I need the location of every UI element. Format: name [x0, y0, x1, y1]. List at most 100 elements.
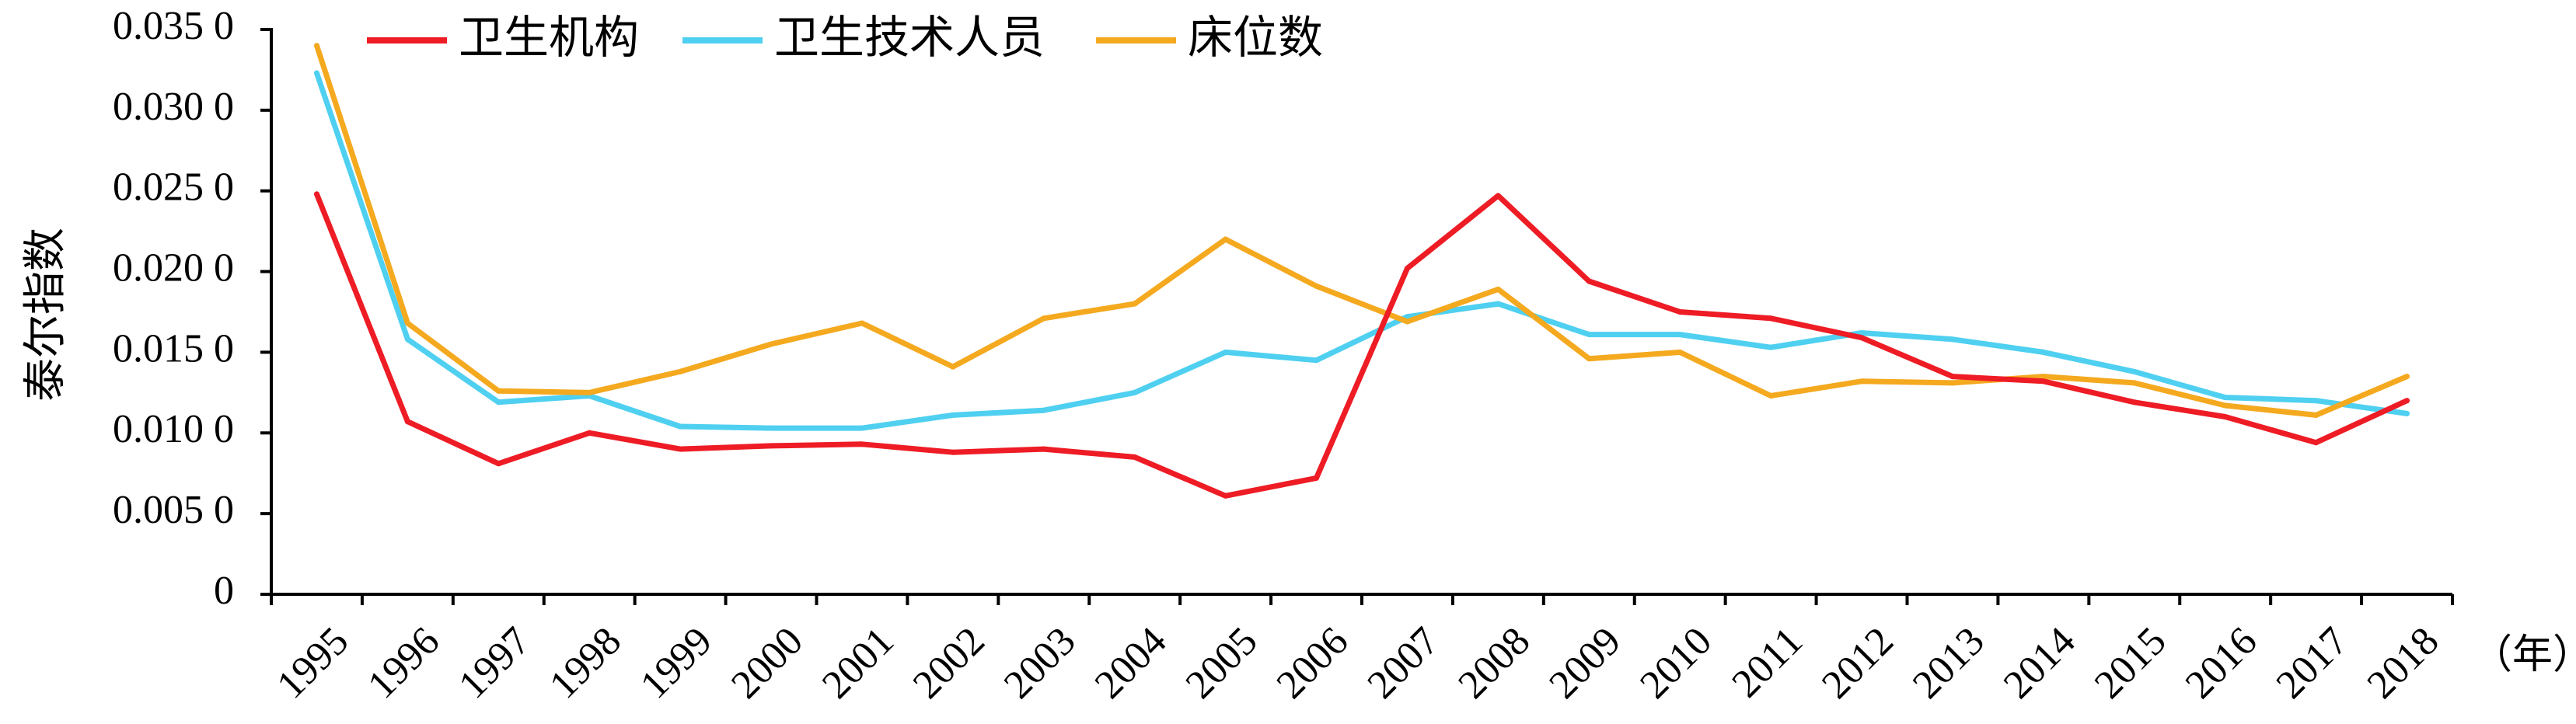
data-point: [1949, 380, 1956, 386]
data-point: [1677, 349, 1683, 355]
x-tick-label: 2001: [814, 619, 902, 708]
data-point: [1404, 265, 1410, 271]
data-point: [586, 430, 592, 436]
series-line: [314, 70, 2410, 431]
x-tick-label: 1998: [541, 619, 630, 708]
data-point: [313, 70, 319, 76]
x-tick-label: 2017: [2268, 619, 2357, 708]
data-point: [2222, 395, 2229, 401]
y-axis-ticks: 0 0.005 0 0.010 0 0.015 0 0.020 0 0.025 0 0.03…: [113, 4, 271, 613]
x-tick-label: 2006: [1269, 619, 1357, 708]
x-axis-ticks: 1995 1996 1997 1998 1999 2000 2001 2002 2003 2004…: [269, 594, 2454, 708]
data-point: [1677, 332, 1683, 338]
x-tick-label: 2000: [723, 619, 812, 708]
data-point: [313, 43, 319, 49]
data-point: [1949, 336, 1956, 343]
y-tick-label: 0.020 0: [113, 246, 234, 291]
y-tick-label: 0.010 0: [113, 407, 234, 451]
x-tick-label: 2008: [1450, 619, 1538, 708]
legend: 卫生机构 卫生技术人员 床位数: [367, 11, 1323, 64]
data-point: [2131, 368, 2138, 374]
series-2: [313, 70, 2410, 431]
y-tick-label: 0.015 0: [113, 326, 234, 371]
data-point: [1495, 286, 1501, 292]
x-tick-label: 2002: [905, 619, 993, 708]
legend-entry: 卫生机构: [367, 11, 639, 64]
legend-entry: 床位数: [1096, 11, 1323, 64]
data-point: [404, 320, 410, 326]
series-line: [314, 43, 2410, 418]
data-point: [1677, 309, 1683, 315]
data-point: [1132, 301, 1138, 307]
legend-entry: 卫生技术人员: [682, 11, 1045, 64]
data-point: [2404, 398, 2410, 404]
data-point: [1314, 283, 1320, 289]
x-tick-label: 2004: [1087, 619, 1175, 708]
data-point: [1041, 446, 1047, 452]
data-point: [1859, 378, 1865, 385]
data-point: [2040, 378, 2047, 385]
data-point: [677, 423, 683, 430]
data-point: [1495, 193, 1501, 199]
data-point: [1132, 389, 1138, 395]
data-point: [1223, 236, 1229, 242]
legend-label: 卫生技术人员: [774, 11, 1045, 64]
data-point: [1041, 407, 1047, 413]
data-point: [1949, 374, 1956, 380]
data-point: [859, 320, 865, 326]
series-1: [313, 191, 2410, 499]
data-point: [1586, 356, 1592, 362]
data-point: [1132, 454, 1138, 460]
data-point: [1404, 314, 1410, 320]
data-point: [2040, 374, 2047, 380]
y-tick-label: 0.030 0: [113, 85, 234, 129]
data-point: [495, 388, 501, 394]
data-point: [2404, 410, 2410, 416]
data-point: [2131, 380, 2138, 386]
data-point: [1041, 315, 1047, 322]
data-point: [1223, 349, 1229, 355]
x-tick-label: 2009: [1541, 619, 1629, 708]
data-point: [768, 443, 774, 449]
series-line: [314, 191, 2410, 499]
x-tick-label: 2016: [2177, 619, 2266, 708]
y-tick-label: 0: [214, 569, 234, 613]
x-tick-label: 2007: [1360, 619, 1448, 708]
data-point: [404, 419, 410, 425]
data-point: [859, 441, 865, 447]
data-point: [2313, 398, 2319, 404]
data-point: [495, 461, 501, 467]
data-point: [2222, 414, 2229, 420]
data-point: [768, 425, 774, 431]
x-tick-label: 2018: [2359, 619, 2448, 708]
legend-label: 床位数: [1188, 11, 1323, 64]
data-point: [1768, 393, 1774, 399]
data-point: [2040, 349, 2047, 355]
data-point: [1404, 318, 1410, 325]
data-point: [313, 191, 319, 197]
data-point: [677, 368, 683, 374]
x-tick-label: 1995: [269, 619, 358, 708]
axes: [270, 28, 2452, 596]
data-point: [677, 446, 683, 452]
x-tick-label: 2005: [1178, 619, 1266, 708]
data-point: [1223, 493, 1229, 499]
data-point: [859, 425, 865, 431]
x-tick-label: 2014: [1995, 619, 2084, 708]
data-point: [586, 389, 592, 395]
data-point: [2313, 412, 2319, 418]
data-point: [1314, 475, 1320, 481]
series-lines: [313, 43, 2410, 499]
y-tick-label: 0.035 0: [113, 4, 234, 48]
x-tick-label: 1997: [450, 619, 539, 708]
series-3: [313, 43, 2410, 418]
x-tick-label: 2003: [996, 619, 1084, 708]
data-point: [950, 412, 956, 418]
y-tick-label: 0.005 0: [113, 488, 234, 532]
y-tick-label: 0.025 0: [113, 165, 234, 210]
data-point: [768, 341, 774, 347]
data-point: [2131, 399, 2138, 406]
legend-label: 卫生机构: [459, 11, 639, 64]
data-point: [1495, 301, 1501, 307]
